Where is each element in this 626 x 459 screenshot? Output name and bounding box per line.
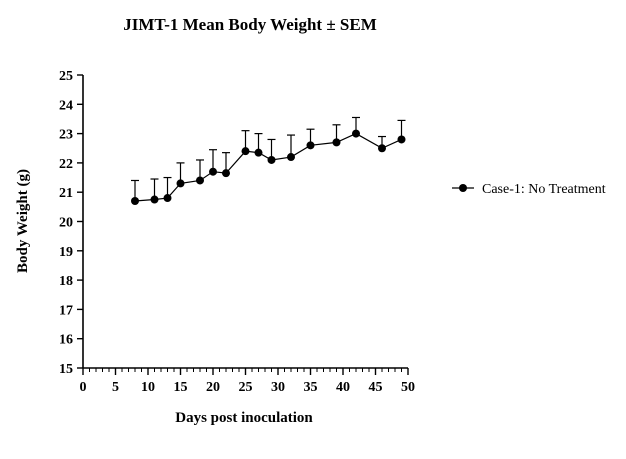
x-tick-label: 45 xyxy=(369,380,383,395)
data-point xyxy=(196,176,204,185)
legend-dot-marker xyxy=(459,184,467,192)
data-point xyxy=(306,141,315,150)
y-tick-label: 19 xyxy=(59,245,73,260)
data-point xyxy=(254,148,263,157)
x-tick-label: 30 xyxy=(271,380,285,395)
data-point xyxy=(397,135,406,144)
y-tick-label: 17 xyxy=(59,303,73,318)
x-tick-label: 35 xyxy=(304,380,318,395)
x-tick-label: 40 xyxy=(336,380,350,395)
x-axis-label: Days post inoculation xyxy=(175,410,313,426)
y-axis-ticks: 15 16 17 18 19 20 21 22 23 24 25 xyxy=(59,69,83,377)
data-point xyxy=(176,179,185,188)
series-line xyxy=(134,132,402,202)
data-point xyxy=(378,144,386,153)
x-tick-label: 5 xyxy=(112,380,119,395)
y-tick-label: 16 xyxy=(59,333,73,348)
x-tick-label: 0 xyxy=(80,380,87,395)
x-axis-ticks: 0 5 10 15 20 25 30 35 40 45 50 xyxy=(80,368,415,395)
legend-label: Case-1: No Treatment xyxy=(482,182,606,197)
axes xyxy=(82,75,408,369)
x-tick-label: 25 xyxy=(239,380,253,395)
y-tick-label: 15 xyxy=(59,362,73,377)
y-axis-label: Body Weight (g) xyxy=(15,169,31,273)
data-point xyxy=(267,155,276,164)
y-tick-label: 24 xyxy=(59,98,73,113)
chart-title: JIMT-1 Mean Body Weight ± SEM xyxy=(123,15,377,34)
data-point xyxy=(209,167,217,176)
y-tick-label: 21 xyxy=(59,186,73,201)
data-point xyxy=(352,129,360,138)
y-tick-label: 25 xyxy=(59,69,73,84)
data-point xyxy=(287,153,295,162)
data-point xyxy=(131,196,139,205)
x-tick-label: 50 xyxy=(401,380,415,395)
y-tick-label: 20 xyxy=(59,216,73,231)
data-point xyxy=(150,195,159,204)
y-tick-label: 23 xyxy=(59,128,73,143)
x-tick-label: 15 xyxy=(174,380,188,395)
x-tick-label: 10 xyxy=(141,380,155,395)
data-point xyxy=(222,169,230,178)
legend: Case-1: No Treatment xyxy=(452,182,606,197)
data-point xyxy=(241,147,250,156)
series-layer xyxy=(131,116,406,205)
y-tick-label: 18 xyxy=(59,274,73,289)
data-point xyxy=(332,138,341,147)
data-point xyxy=(163,194,172,203)
x-tick-label: 20 xyxy=(206,380,220,395)
y-tick-label: 22 xyxy=(59,157,73,172)
